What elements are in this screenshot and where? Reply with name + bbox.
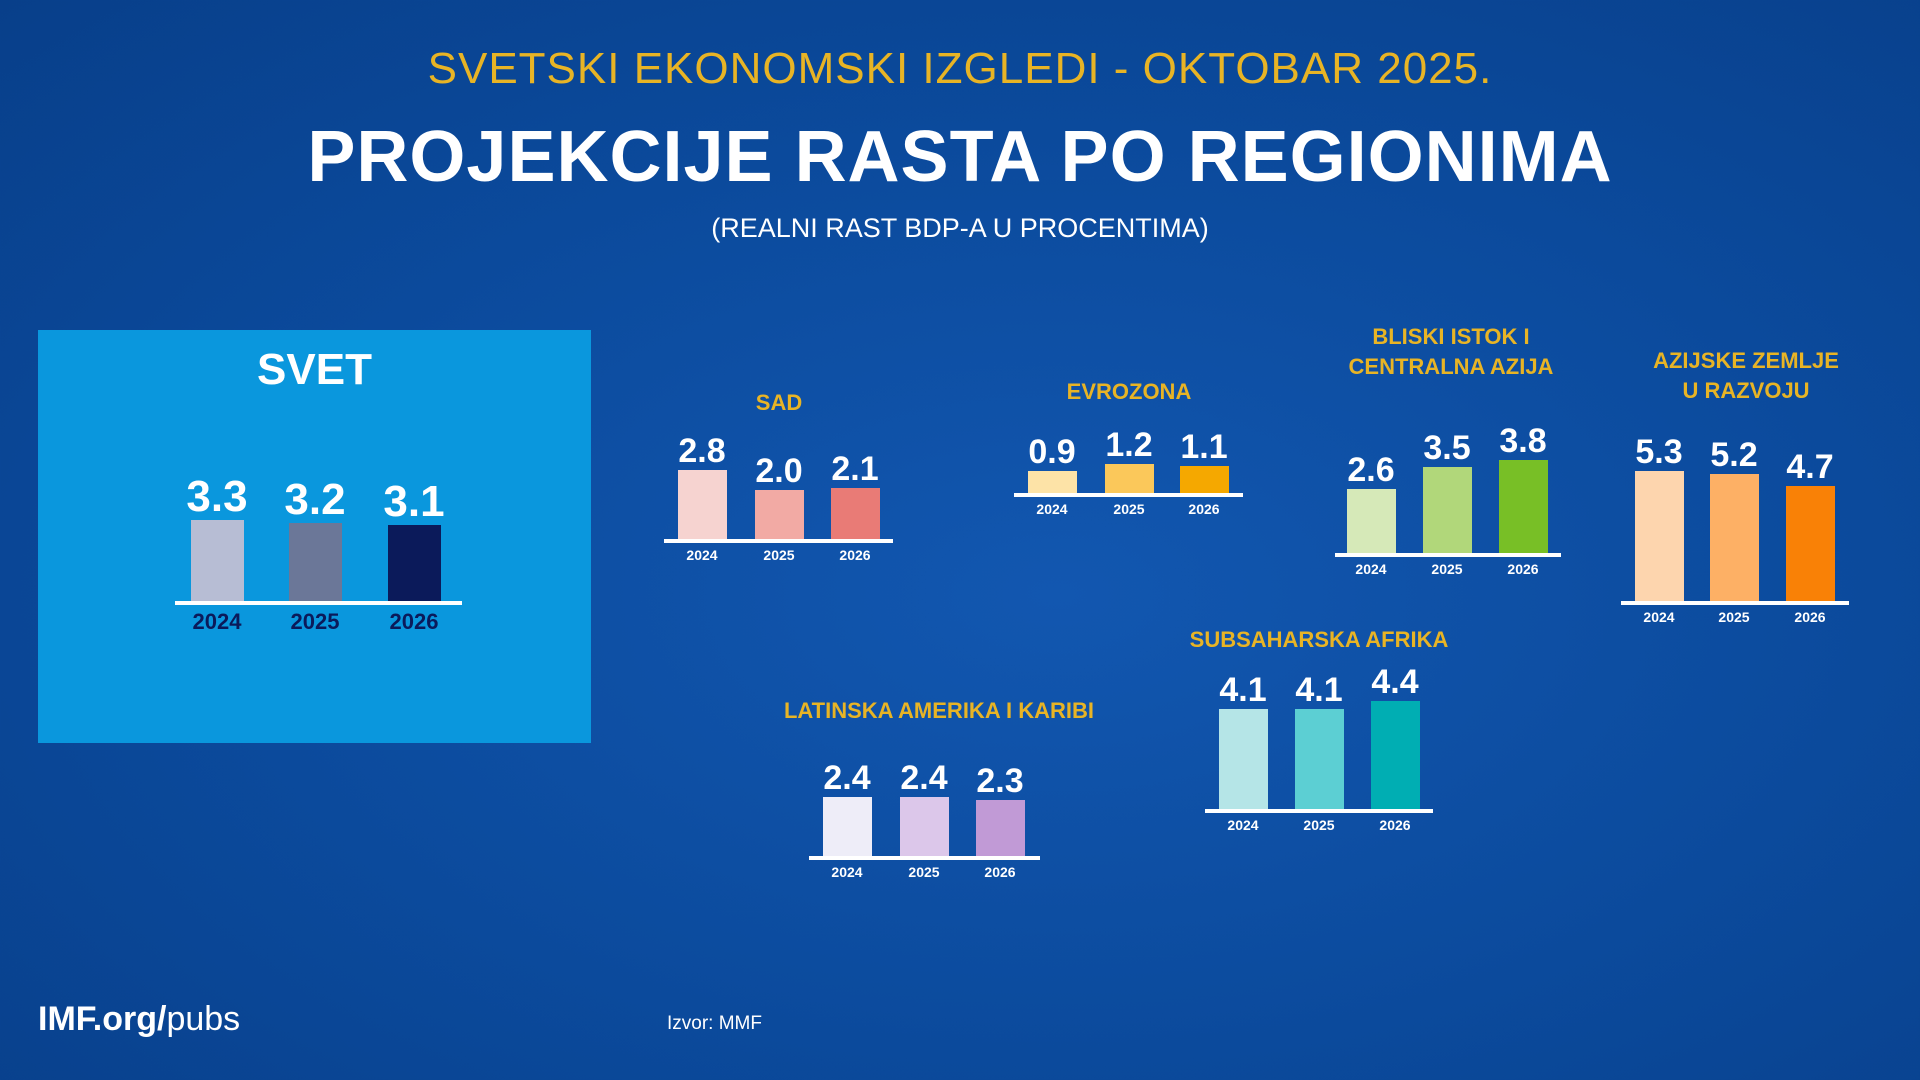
- bar-azija-2024: [1634, 471, 1684, 601]
- year-label: 2024: [1227, 817, 1259, 833]
- chart-title-latin: LATINSKA AMERIKA I KARIBI: [783, 698, 1095, 723]
- chart-title-evrozona: EVROZONA: [1066, 379, 1192, 404]
- value-label: 2.6: [1347, 451, 1395, 490]
- x-axis-svet: [175, 601, 462, 605]
- year-label: 2025: [908, 864, 940, 880]
- value-label: 2.4: [823, 759, 871, 798]
- value-label: 4.7: [1786, 447, 1834, 486]
- value-label: 3.8: [1499, 421, 1547, 460]
- logo-bold: IMF.org/: [38, 1000, 167, 1038]
- value-label: 4.1: [1219, 670, 1267, 709]
- value-label: 2.1: [831, 449, 879, 488]
- year-label: 2025: [763, 547, 795, 563]
- year-label: 2025: [1718, 609, 1750, 625]
- value-label: 2.4: [900, 759, 948, 798]
- source-note: Izvor: MMF: [667, 1013, 762, 1034]
- x-axis-latin: [809, 856, 1040, 860]
- value-label: 3.5: [1423, 429, 1471, 468]
- bar-latin-2026: [975, 799, 1025, 856]
- chart-title-sad: SAD: [755, 390, 803, 415]
- bar-svet-2024: [190, 520, 244, 601]
- bar-afrika-2024: [1218, 708, 1268, 809]
- year-label: 2024: [1036, 501, 1068, 517]
- year-label: 2025: [1431, 561, 1463, 577]
- year-label: 2025: [1113, 501, 1145, 517]
- bar-bliski-2025: [1422, 467, 1472, 553]
- imf-pubs-link[interactable]: IMF.org/pubs: [38, 1000, 240, 1039]
- value-label: 3.1: [383, 477, 445, 527]
- value-label: 2.3: [976, 761, 1024, 800]
- report-kicker: SVETSKI EKONOMSKI IZGLEDI - OKTOBAR 2025…: [427, 44, 1493, 93]
- bar-sad-2026: [830, 487, 880, 539]
- value-label: 2.0: [755, 452, 803, 490]
- year-label: 2026: [839, 547, 871, 563]
- year-label: 2026: [389, 609, 439, 634]
- page-title: PROJEKCIJE RASTA PO REGIONIMA: [307, 117, 1613, 197]
- chart-title-afrika: SUBSAHARSKA AFRIKA: [1189, 627, 1449, 652]
- year-label: 2024: [831, 864, 863, 880]
- bar-azija-2025: [1709, 473, 1759, 601]
- bar-svet-2025: [288, 522, 342, 601]
- world-panel-title: SVET: [257, 345, 372, 394]
- year-label: 2025: [290, 609, 340, 634]
- year-label: 2024: [1355, 561, 1387, 577]
- bar-evrozona-2024: [1027, 470, 1077, 493]
- value-label: 0.9: [1028, 432, 1076, 471]
- page-subtitle: (REALNI RAST BDP-A U PROCENTIMA): [711, 213, 1209, 243]
- bar-bliski-2024: [1346, 489, 1396, 553]
- value-label: 5.3: [1635, 433, 1683, 472]
- x-axis-afrika: [1205, 809, 1433, 813]
- bar-sad-2024: [677, 470, 727, 539]
- bar-evrozona-2026: [1179, 466, 1229, 493]
- x-axis-bliski: [1335, 553, 1561, 557]
- year-label: 2024: [192, 609, 242, 634]
- bar-evrozona-2025: [1104, 463, 1154, 493]
- bar-latin-2025: [899, 797, 949, 856]
- bar-latin-2024: [822, 797, 872, 856]
- chart-title-azija: AZIJSKE ZEMLJE U RAZVOJU: [1653, 348, 1839, 403]
- bar-afrika-2025: [1294, 708, 1344, 809]
- year-label: 2026: [984, 864, 1016, 880]
- value-label: 1.2: [1105, 425, 1153, 464]
- year-label: 2024: [686, 547, 718, 563]
- logo-light: pubs: [166, 1000, 241, 1038]
- value-label: 4.4: [1371, 663, 1419, 702]
- chart-title-bliski: BLISKI ISTOK I CENTRALNA AZIJA: [1348, 324, 1554, 379]
- year-label: 2026: [1507, 561, 1539, 577]
- value-label: 2.8: [678, 432, 726, 471]
- value-label: 5.2: [1710, 435, 1758, 474]
- year-label: 2026: [1188, 501, 1220, 517]
- bar-afrika-2026: [1370, 701, 1420, 809]
- bar-sad-2025: [754, 490, 804, 539]
- x-axis-azija: [1621, 601, 1849, 605]
- year-label: 2026: [1379, 817, 1411, 833]
- bar-azija-2026: [1785, 485, 1835, 601]
- bar-svet-2026: [387, 525, 441, 601]
- value-label: 3.3: [186, 472, 248, 522]
- year-label: 2025: [1303, 817, 1335, 833]
- value-label: 1.1: [1180, 428, 1228, 467]
- value-label: 4.1: [1295, 670, 1343, 709]
- value-label: 3.2: [284, 474, 346, 524]
- year-label: 2026: [1794, 609, 1826, 625]
- x-axis-evrozona: [1014, 493, 1243, 497]
- year-label: 2024: [1643, 609, 1675, 625]
- x-axis-sad: [664, 539, 893, 543]
- bar-bliski-2026: [1498, 459, 1548, 553]
